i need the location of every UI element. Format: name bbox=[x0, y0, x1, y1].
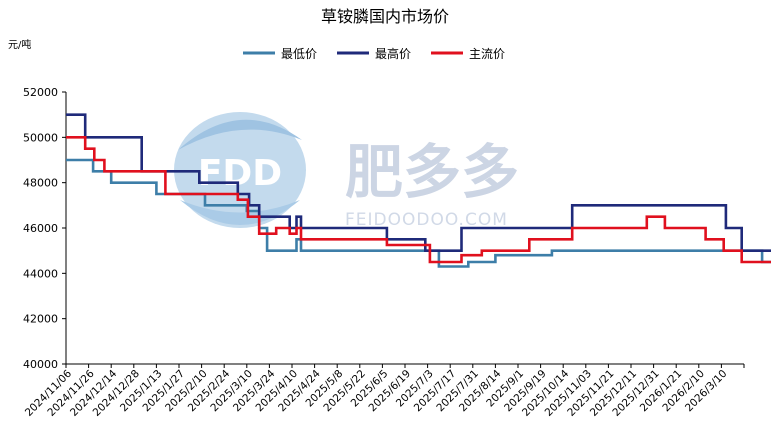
y-tick-label: 48000 bbox=[23, 177, 58, 190]
series-line-0 bbox=[66, 158, 771, 268]
chart-title: 草铵膦国内市场价 bbox=[321, 7, 449, 26]
watermark-brand: 肥多多 bbox=[345, 138, 519, 206]
y-axis: 40000 42000 44000 46000 48000 50000 52000 bbox=[23, 86, 67, 371]
series-group bbox=[66, 113, 771, 268]
y-tick-label: 44000 bbox=[23, 267, 58, 280]
y-tick-label: 50000 bbox=[23, 131, 58, 144]
legend-label-0: 最低价 bbox=[281, 47, 317, 61]
legend-label-2: 主流价 bbox=[469, 47, 505, 61]
y-axis-unit: 元/吨 bbox=[8, 38, 31, 51]
y-tick-label: 40000 bbox=[23, 358, 58, 371]
y-tick-label: 46000 bbox=[23, 222, 58, 235]
y-tick-label: 42000 bbox=[23, 313, 58, 326]
y-tick-label: 52000 bbox=[23, 86, 58, 99]
series-line-2 bbox=[66, 136, 771, 264]
legend: 最低价 最高价 主流价 bbox=[243, 46, 505, 61]
watermark: FDD 肥多多 FEIDOODOO.COM bbox=[174, 112, 519, 230]
legend-label-1: 最高价 bbox=[375, 46, 411, 61]
series-line-1 bbox=[66, 113, 771, 252]
x-axis: 2024/11/062024/11/262024/12/142024/12/28… bbox=[23, 363, 745, 419]
watermark-url: FEIDOODOO.COM bbox=[345, 210, 508, 230]
fdd-logo-icon: FDD bbox=[174, 112, 306, 228]
logo-text: FDD bbox=[198, 153, 282, 194]
